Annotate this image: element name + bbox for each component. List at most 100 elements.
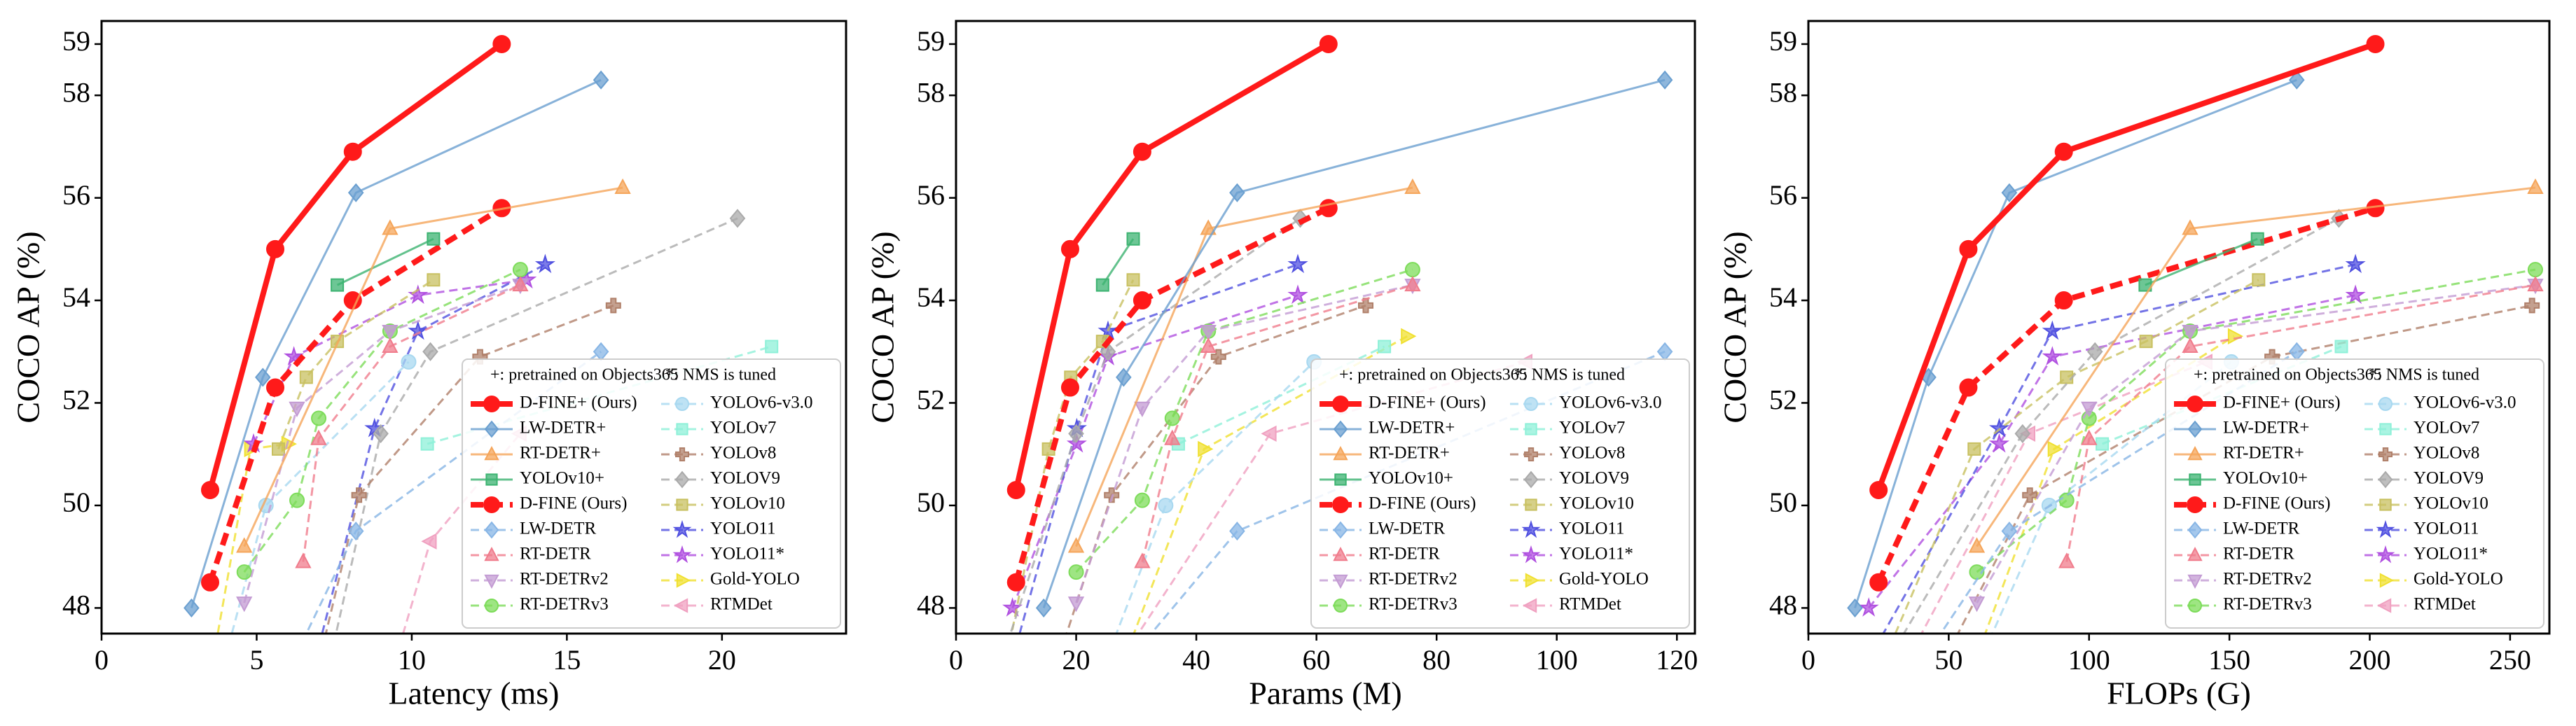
marker: [1876, 661, 1890, 678]
x-tick-label: 50: [1934, 644, 1962, 676]
marker: [2139, 335, 2153, 349]
y-tick-label: 58: [917, 76, 945, 108]
marker: [2345, 284, 2366, 305]
marker: [331, 278, 345, 292]
legend-note: *: NMS is tuned: [665, 366, 776, 384]
y-tick-label: 48: [917, 589, 945, 621]
series-line: [207, 205, 504, 584]
x-tick-label: 100: [2068, 644, 2110, 676]
legend-label: LW-DETR+: [520, 419, 606, 438]
legend-label: YOLO11: [710, 519, 776, 538]
y-tick-label: 52: [917, 384, 945, 416]
legend-label: RTMDet: [710, 595, 773, 614]
series-line: [324, 304, 614, 634]
marker: [1968, 537, 1986, 553]
marker: [1126, 232, 1140, 246]
legend-label: LW-DETR: [1369, 519, 1446, 538]
legend-label: RT-DETR+: [1369, 444, 1450, 463]
y-axis-label: COCO AP (%): [865, 231, 901, 423]
marker: [2081, 401, 2098, 417]
legend-marker: [2378, 447, 2393, 461]
marker: [382, 325, 399, 341]
legend-marker: [1331, 496, 1350, 513]
legend-marker: [1523, 470, 1539, 489]
marker: [512, 262, 528, 278]
marker: [343, 291, 362, 310]
marker: [1134, 492, 1150, 508]
marker: [266, 239, 285, 258]
panel: 48 50 52 54 56 58 59 0 50 100 150 200 250 FLOPs (G) CO…: [1717, 20, 2551, 711]
series-line: [230, 361, 410, 634]
legend-marker: [2379, 423, 2392, 435]
marker: [289, 492, 305, 508]
legend-label: YOLOv10: [2414, 494, 2488, 513]
legend-label: Gold-YOLO: [710, 570, 800, 589]
marker: [2060, 370, 2074, 384]
marker: [1004, 651, 1020, 666]
x-tick-label: 20: [1062, 644, 1090, 676]
marker: [1287, 253, 1308, 274]
marker: [2058, 552, 2075, 568]
legend-label: YOLOv6-v3.0: [1559, 393, 1662, 412]
marker: [492, 34, 511, 53]
legend-marker: [2187, 599, 2203, 613]
marker: [2096, 437, 2110, 451]
marker: [1067, 596, 1085, 613]
legend-marker: [2187, 521, 2203, 539]
marker: [201, 480, 220, 499]
legend-label: YOLOv8: [710, 444, 776, 463]
marker: [1210, 349, 1226, 365]
legend-label: YOLO11: [1559, 519, 1625, 538]
marker: [1126, 273, 1140, 287]
legend-note: *: NMS is tuned: [1514, 366, 1625, 384]
series-line: [1013, 205, 1330, 583]
marker: [993, 689, 1005, 701]
marker: [2001, 522, 2018, 541]
legend-marker: [674, 470, 690, 489]
marker: [2042, 320, 2063, 340]
marker: [1287, 284, 1308, 305]
marker: [321, 661, 335, 678]
series-line: [1976, 284, 2536, 603]
y-tick-label: 56: [1769, 179, 1797, 211]
marker: [1134, 552, 1151, 568]
legend-label: D-FINE+ (Ours): [2223, 393, 2341, 412]
x-tick-label: 100: [1536, 644, 1578, 676]
marker: [2527, 262, 2543, 278]
marker: [1068, 424, 1084, 443]
marker: [1164, 429, 1181, 445]
marker: [1002, 597, 1023, 617]
marker: [1404, 275, 1421, 292]
marker: [1988, 433, 2010, 453]
marker: [2288, 70, 2305, 90]
marker: [1068, 564, 1084, 580]
legend-label: LW-DETR+: [1369, 419, 1455, 438]
marker: [1133, 142, 1151, 161]
legend-marker: [2186, 496, 2204, 513]
series-line: [1018, 263, 1299, 634]
legend-marker: [2186, 396, 2204, 412]
legend-label: RT-DETRv3: [2223, 595, 2312, 614]
legend-label: LW-DETR: [2223, 519, 2300, 538]
marker: [2022, 487, 2038, 503]
legend-label: YOLOv6-v3.0: [710, 393, 813, 412]
legend-marker: [673, 598, 688, 613]
marker: [1319, 199, 1338, 218]
marker: [2058, 492, 2075, 508]
legend-label: LW-DETR: [520, 519, 597, 538]
marker: [347, 522, 364, 541]
series-line: [1102, 238, 1135, 286]
legend-label: YOLO11*: [1559, 545, 1633, 564]
legend-label: Gold-YOLO: [1559, 570, 1649, 589]
legend-label: D-FINE (Ours): [2223, 494, 2330, 513]
legend-marker: [484, 546, 499, 561]
marker: [2086, 342, 2103, 361]
marker: [1066, 433, 1087, 453]
marker: [289, 401, 305, 417]
series-line: [1854, 78, 2297, 608]
marker: [2014, 424, 2031, 443]
marker: [284, 346, 305, 365]
legend-marker: [1333, 521, 1348, 539]
legend-marker: [1333, 599, 1348, 613]
legend-marker: [676, 498, 688, 511]
